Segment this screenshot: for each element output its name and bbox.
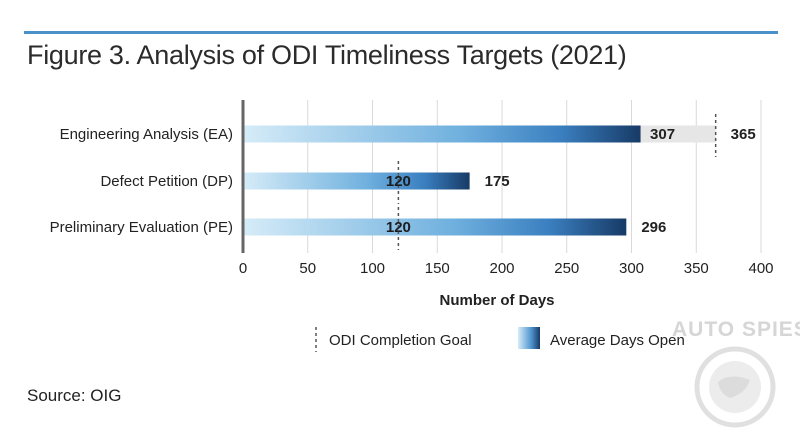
source-note: Source: OIG [27, 386, 122, 405]
bar [243, 125, 641, 143]
x-tick-label: 250 [554, 260, 579, 277]
category-labels: Engineering Analysis (EA) Defect Petition… [50, 126, 233, 236]
bar-value-label: 175 [485, 173, 510, 190]
x-tick-label: 200 [489, 260, 514, 277]
bar-value-label: 296 [641, 219, 666, 236]
bar-value-label: 307 [650, 126, 675, 143]
x-tick-label: 400 [748, 260, 773, 277]
bars [243, 125, 716, 236]
goal-value-label: 120 [386, 173, 411, 190]
goal-value-label: 365 [731, 126, 756, 143]
bar [243, 172, 470, 190]
goal-markers [397, 114, 717, 250]
title-rule [24, 31, 778, 34]
legend-bar-label: Average Days Open [550, 332, 685, 349]
category-label: Engineering Analysis (EA) [60, 126, 233, 143]
x-axis-label: Number of Days [439, 292, 554, 309]
x-tick-labels: 0 50 100 150 200 250 300 350 400 [239, 260, 774, 277]
bar [243, 218, 627, 236]
x-tick-label: 150 [425, 260, 450, 277]
x-tick-label: 0 [239, 260, 247, 277]
x-tick-label: 50 [299, 260, 316, 277]
x-tick-label: 350 [684, 260, 709, 277]
bar-chart: Engineering Analysis (EA) Defect Petition… [50, 100, 774, 352]
goal-extension-bar [640, 125, 716, 143]
watermark-text: AUTO SPIES [672, 318, 800, 341]
chart-title: Figure 3. Analysis of ODI Timeliness Tar… [27, 40, 627, 70]
watermark-globe-icon [694, 346, 776, 428]
goal-value-label: 120 [386, 219, 411, 236]
legend-goal-label: ODI Completion Goal [329, 332, 472, 349]
data-labels: 307 365 175 120 296 120 [386, 126, 756, 236]
legend: ODI Completion Goal Average Days Open [315, 327, 685, 352]
x-tick-label: 100 [360, 260, 385, 277]
category-label: Defect Petition (DP) [100, 173, 233, 190]
legend-bar-swatch [518, 327, 540, 349]
x-tick-label: 300 [619, 260, 644, 277]
category-label: Preliminary Evaluation (PE) [50, 219, 233, 236]
